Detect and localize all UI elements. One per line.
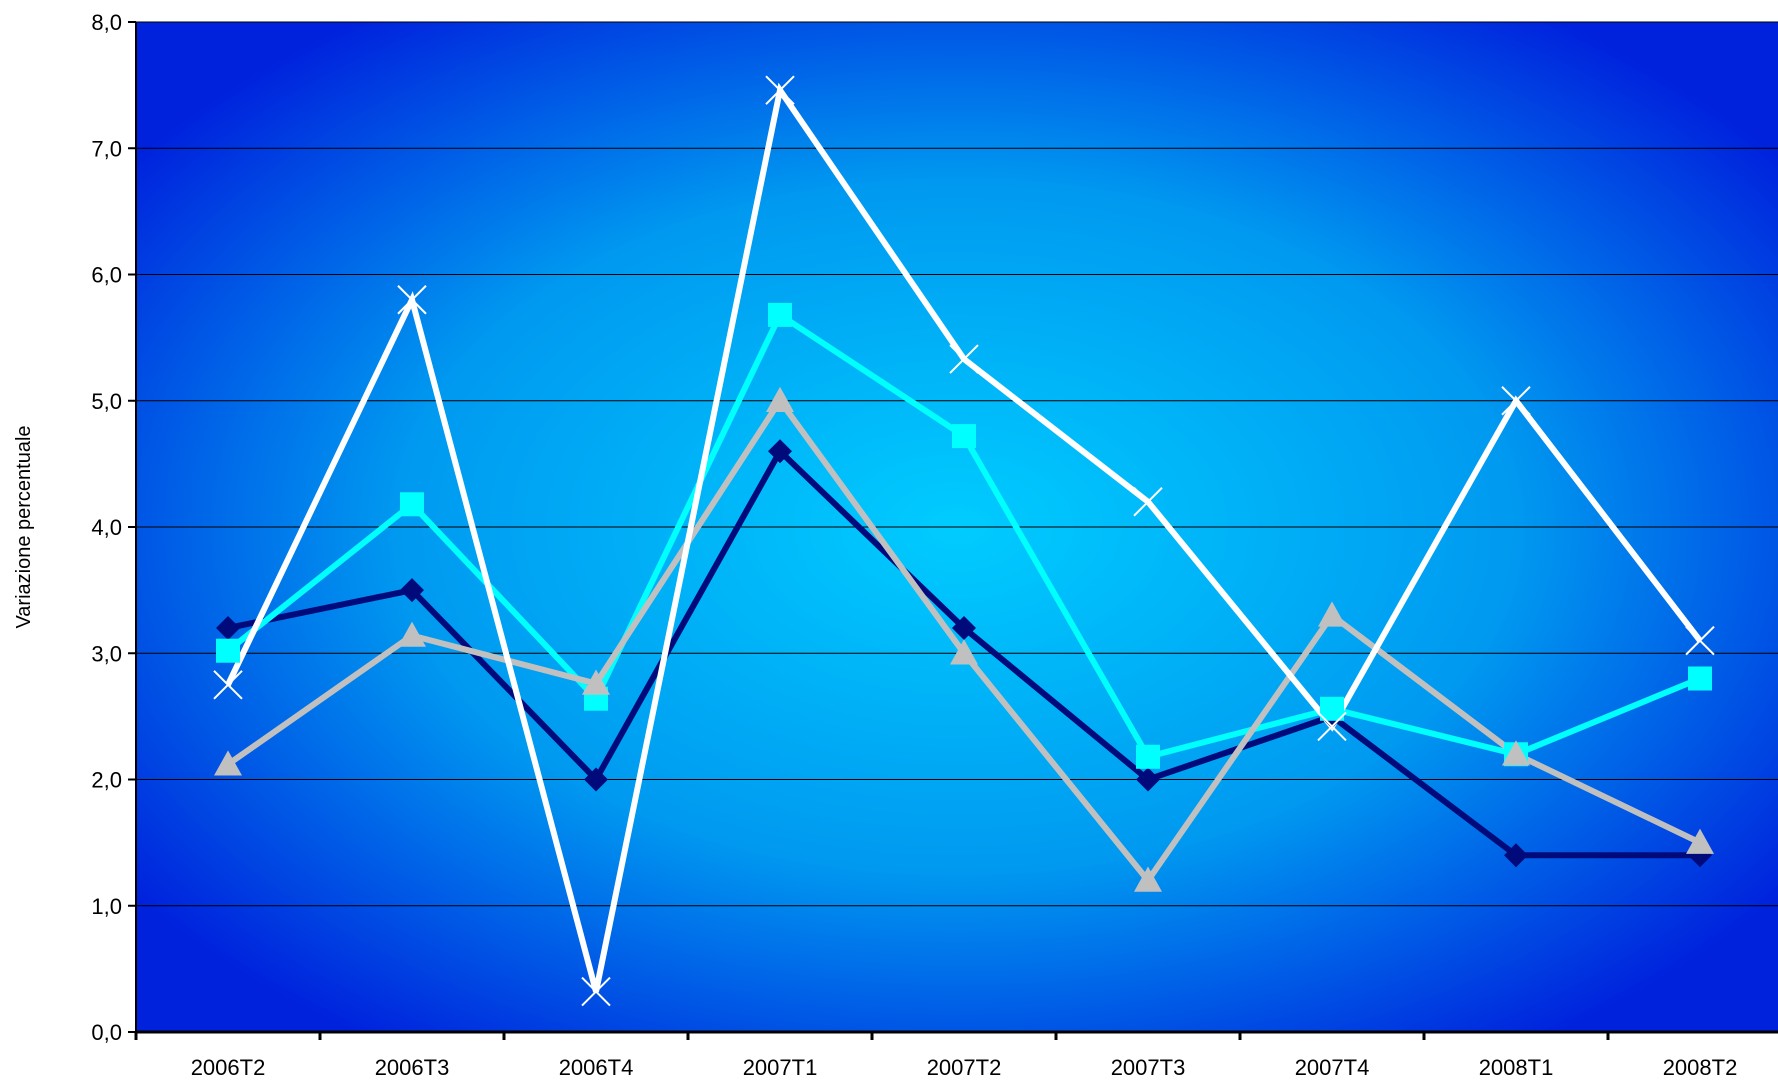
- x-tick-label: 2008T2: [1663, 1055, 1738, 1080]
- series-4-point: [765, 75, 795, 105]
- series-4-point: [1133, 487, 1163, 517]
- series-4-point: [949, 344, 979, 374]
- series-1-point: [216, 616, 240, 640]
- series-3-point: [1318, 601, 1346, 627]
- series-2-point: [768, 302, 792, 327]
- series-2-point: [952, 424, 976, 449]
- y-tick-label: 0,0: [91, 1020, 122, 1045]
- y-tick-label: 3,0: [91, 641, 122, 666]
- y-tick-label: 8,0: [91, 10, 122, 35]
- series-1-point: [1136, 767, 1160, 792]
- series-2-point: [1688, 666, 1712, 691]
- series-3-point: [1134, 866, 1162, 892]
- y-tick-label: 1,0: [91, 894, 122, 919]
- series-4-point: [1317, 711, 1347, 742]
- series-1-point: [1504, 843, 1528, 868]
- series-3-point: [214, 750, 242, 776]
- series-1-point: [584, 767, 608, 792]
- y-tick-label: 5,0: [91, 389, 122, 414]
- x-axis-tick-labels: 2006T2 2006T3 2006T4 2007T1 2007T2 2007T3 2007…: [191, 1055, 1738, 1080]
- x-tick-label: 2007T3: [1111, 1055, 1186, 1080]
- series-3-point: [582, 669, 610, 695]
- series-4-point: [1501, 386, 1531, 416]
- y-axis-tick-labels: 0,0 1,0 2,0 3,0 4,0 5,0 6,0 7,0 8,0: [91, 10, 122, 1045]
- x-tick-label: 2006T4: [559, 1055, 634, 1080]
- series-4-point: [581, 976, 611, 1007]
- x-tick-label: 2006T3: [375, 1055, 450, 1080]
- series-4-point: [397, 285, 427, 315]
- x-tick-label: 2008T1: [1479, 1055, 1554, 1080]
- series-3-point: [950, 639, 978, 665]
- y-axis-title: Variazione percentuale: [13, 425, 35, 628]
- y-tick-label: 6,0: [91, 263, 122, 288]
- series-2-point: [400, 492, 424, 517]
- series-3-point: [1686, 828, 1714, 854]
- series-2-point: [1320, 696, 1344, 721]
- series-3-point: [766, 386, 794, 412]
- x-tick-label: 2007T4: [1295, 1055, 1370, 1080]
- series-1-point: [768, 439, 792, 464]
- series-markers: [213, 75, 1715, 1007]
- series-2-point: [216, 638, 240, 663]
- series-4-point: [213, 670, 243, 700]
- series-2-point: [1136, 744, 1160, 769]
- series-4-point: [1685, 625, 1715, 656]
- series-1-point: [952, 616, 976, 640]
- x-tick-label: 2007T2: [927, 1055, 1002, 1080]
- x-tick-label: 2007T1: [743, 1055, 818, 1080]
- y-tick-label: 4,0: [91, 515, 122, 540]
- axes: [128, 21, 1778, 1040]
- y-tick-label: 2,0: [91, 768, 122, 793]
- series-3-point: [1502, 740, 1530, 766]
- y-tick-label: 7,0: [91, 136, 122, 161]
- series-1-point: [400, 578, 424, 603]
- series-3-point: [398, 621, 426, 647]
- x-tick-label: 2006T2: [191, 1055, 266, 1080]
